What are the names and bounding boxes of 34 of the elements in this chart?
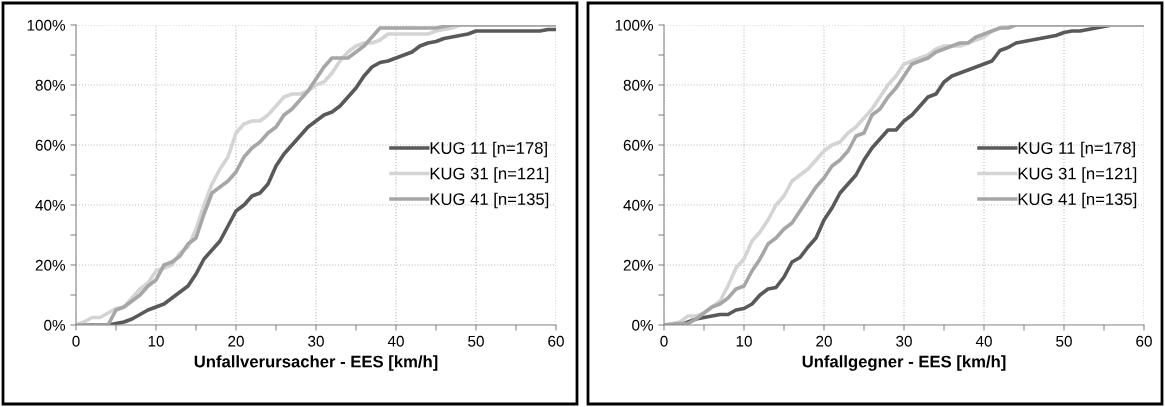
y-tick-label: 0%	[632, 319, 654, 331]
legend-label: KUG 31 [n=121]	[430, 167, 549, 183]
y-tick-label: 60%	[35, 139, 66, 151]
x-tick-label: 40	[975, 335, 992, 347]
y-tick-label: 20%	[623, 259, 654, 271]
x-tick-label: 30	[308, 335, 324, 347]
x-tick-label: 40	[387, 335, 404, 347]
x-tick-label: 30	[896, 335, 912, 347]
legend-label: KUG 31 [n=121]	[1018, 167, 1137, 183]
x-tick-label: 20	[816, 335, 832, 347]
y-tick-label: 60%	[623, 139, 654, 151]
y-tick-label: 0%	[44, 319, 66, 331]
x-axis-title: Unfallgegner - EES [km/h]	[802, 355, 1006, 371]
x-tick-label: 60	[1136, 335, 1152, 347]
x-tick-label: 0	[72, 335, 80, 347]
legend-label: KUG 41 [n=135]	[430, 192, 549, 209]
x-tick-label: 20	[228, 335, 244, 347]
x-axis-title: Unfallverursacher - EES [km/h]	[194, 355, 438, 371]
y-tick-label: 100%	[615, 19, 654, 31]
x-tick-label: 60	[548, 335, 564, 347]
x-tick-label: 10	[736, 335, 752, 347]
x-tick-label: 50	[468, 335, 484, 347]
y-tick-label: 20%	[35, 259, 66, 271]
x-tick-label: 10	[148, 335, 164, 347]
x-tick-label: 0	[660, 335, 668, 347]
y-tick-label: 80%	[623, 79, 654, 91]
y-tick-label: 100%	[27, 19, 66, 31]
legend-label: KUG 11 [n=178]	[1018, 141, 1135, 158]
y-tick-label: 80%	[35, 79, 66, 91]
y-tick-label: 40%	[35, 199, 66, 211]
y-tick-label: 40%	[623, 199, 654, 211]
legend-label: KUG 11 [n=178]	[430, 141, 547, 158]
legend-label: KUG 41 [n=135]	[1018, 192, 1137, 209]
x-tick-label: 50	[1056, 335, 1072, 347]
